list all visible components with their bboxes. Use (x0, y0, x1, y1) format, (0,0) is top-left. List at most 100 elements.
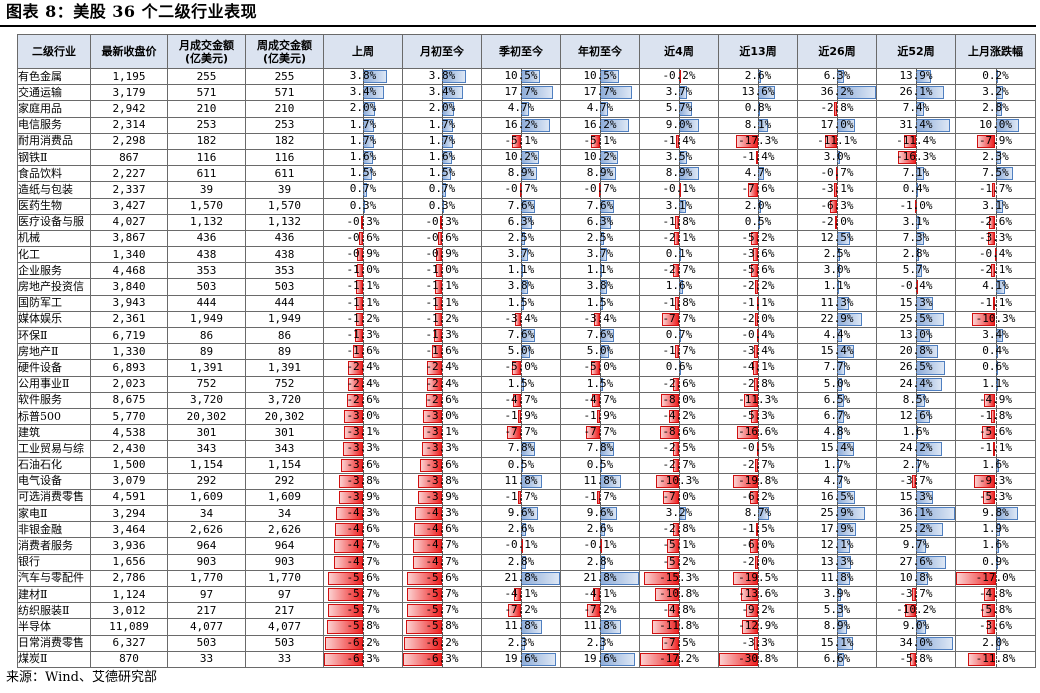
return-cell: 5.7% (639, 100, 719, 118)
return-cell: 6.7% (797, 407, 877, 426)
return-cell: -3.1% (402, 424, 482, 442)
return-value: -1.6% (425, 344, 459, 358)
bar-axis (758, 458, 759, 473)
bar-axis (521, 636, 522, 651)
negative-bar (755, 555, 758, 569)
negative-bar (427, 361, 442, 375)
industry-name: 房地产Ⅱ (17, 343, 91, 361)
bar-axis (442, 377, 443, 392)
bar-axis (521, 150, 522, 165)
bar-axis (442, 279, 443, 295)
return-value: -3.9% (346, 489, 380, 503)
bar-axis (916, 555, 917, 570)
bar-axis (600, 247, 601, 262)
bar-axis (679, 263, 680, 278)
return-value: -0.5% (741, 441, 775, 455)
bar-axis (679, 231, 680, 246)
negative-bar (989, 215, 996, 229)
bar-axis (916, 215, 917, 230)
bar-axis (521, 166, 522, 181)
return-value: 34.0% (899, 635, 933, 649)
return-value: -7.6% (741, 182, 775, 196)
return-value: 0.2% (982, 69, 1009, 82)
return-value: -0.1% (504, 538, 538, 552)
return-value: -1.7% (504, 489, 538, 503)
bar-axis (442, 344, 443, 359)
return-cell: -1.7% (955, 181, 1036, 199)
return-cell: -0.7% (481, 181, 561, 199)
industry-name: 消费者服务 (17, 537, 91, 555)
bar-axis (758, 263, 759, 278)
source-note: 来源：Wind、艾德研究部 (6, 670, 157, 685)
negative-bar (956, 571, 996, 585)
return-cell: 0.2% (955, 67, 1036, 86)
return-cell: -0.4% (955, 246, 1036, 264)
return-value: -7.2% (504, 603, 538, 617)
return-cell: 6.3% (797, 67, 877, 86)
negative-bar (743, 393, 758, 407)
bar-axis (916, 441, 917, 456)
bar-axis (995, 247, 997, 262)
industry-name: 汽车与零配件 (17, 569, 91, 588)
return-value: 4.4% (823, 328, 851, 341)
bar-axis (679, 522, 680, 537)
bar-axis (600, 199, 601, 214)
return-cell: 4.7% (718, 165, 798, 183)
return-cell: 1.6% (402, 148, 482, 167)
return-cell: 10.5% (481, 67, 561, 86)
return-value: -3.9% (425, 489, 459, 503)
bar-axis (363, 231, 364, 246)
return-cell: -17.2% (639, 650, 719, 668)
return-value: 16.2% (504, 117, 538, 131)
monthly-turnover: 3,720 (167, 391, 246, 409)
return-cell: 7.1% (876, 165, 956, 183)
negative-bar (406, 604, 442, 618)
return-value: -5.7% (346, 587, 380, 600)
bar-axis (995, 312, 997, 327)
return-cell: 15.4% (797, 440, 877, 458)
bar-axis (363, 296, 364, 311)
return-value: -2.7% (662, 457, 696, 471)
column-header: 近13周 (718, 34, 798, 69)
return-cell: 4.7% (560, 100, 640, 118)
bar-axis (442, 490, 443, 505)
return-value: -1.2% (346, 311, 380, 325)
bar-axis (363, 69, 364, 84)
return-value: -0.7% (504, 182, 538, 196)
return-value: -6.3% (346, 651, 380, 665)
return-cell: -1.1% (718, 294, 798, 312)
return-cell: 7.4% (876, 100, 956, 118)
return-cell: -2.4% (402, 359, 482, 377)
return-value: -1.3% (425, 328, 459, 341)
return-value: 3.7% (586, 247, 614, 261)
return-value: 11.8% (504, 473, 538, 487)
return-cell: -1.1% (955, 440, 1036, 458)
return-cell: -6.3% (797, 197, 877, 215)
return-cell: -3.0% (323, 407, 403, 426)
bar-axis (916, 603, 917, 618)
industry-name: 公用事业Ⅱ (17, 375, 91, 393)
bar-axis (679, 69, 680, 84)
bar-axis (679, 636, 680, 651)
return-cell: -4.7% (323, 553, 403, 571)
return-value: -3.3% (425, 441, 459, 455)
column-header: 近4周 (639, 34, 719, 69)
negative-bar (903, 134, 916, 148)
return-value: 20.8% (899, 344, 933, 358)
return-cell: -3.6% (402, 456, 482, 474)
weekly-turnover: 1,132 (245, 213, 324, 231)
table-row: 食品饮料 2,227 611 611 1.5% 1.5% 8.9% 8.9% 8.9% 4.7% -… (17, 165, 1036, 183)
negative-bar (672, 523, 679, 537)
return-value: 0.4% (902, 182, 930, 196)
negative-bar (334, 523, 363, 537)
return-cell: 1.6% (955, 537, 1036, 555)
column-header: 季初至今 (481, 34, 561, 69)
weekly-turnover: 3,720 (245, 391, 324, 409)
return-value: 31.4% (899, 117, 933, 131)
bar-axis (600, 231, 601, 246)
return-value: -13.6% (738, 587, 778, 600)
return-value: -2.1% (662, 230, 696, 244)
return-value: 8.9% (586, 166, 614, 180)
return-cell: 4.7% (481, 100, 561, 118)
weekly-turnover: 292 (245, 472, 324, 490)
